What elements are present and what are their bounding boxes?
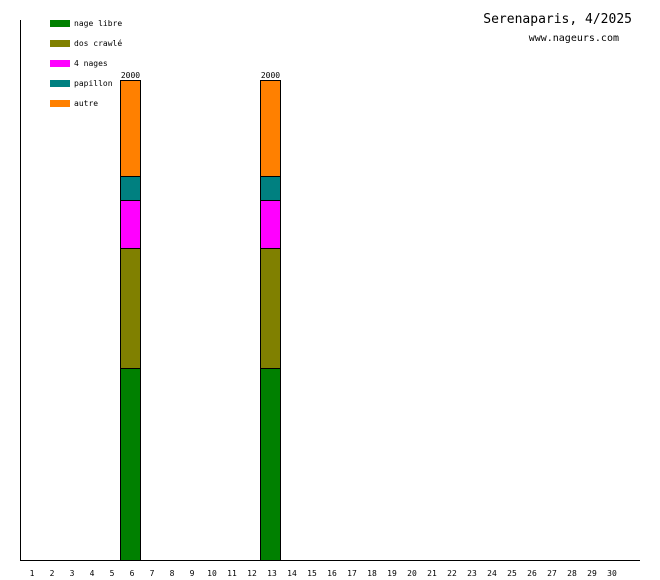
bar-segment-4-nages <box>260 200 281 249</box>
bar-segment-autre <box>120 80 141 177</box>
x-tick-label: 6 <box>130 569 135 578</box>
x-tick-label: 9 <box>190 569 195 578</box>
x-tick-label: 15 <box>307 569 317 578</box>
bar-segment-nage-libre <box>120 368 141 561</box>
legend-swatch-4 <box>50 100 70 107</box>
chart-title: Serenaparis, 4/2025 <box>483 12 632 27</box>
bar-segment-4-nages <box>120 200 141 249</box>
x-tick-label: 13 <box>267 569 277 578</box>
legend-label-1: dos crawlé <box>74 38 122 48</box>
legend-swatch-2 <box>50 60 70 67</box>
legend-label-2: 4 nages <box>74 59 108 68</box>
legend-label-4: autre <box>74 99 98 108</box>
x-tick-label: 7 <box>150 569 155 578</box>
x-tick-label: 28 <box>567 569 577 578</box>
bar-segment-papillon <box>120 176 141 201</box>
x-tick-label: 3 <box>70 569 75 578</box>
bar-segment-nage-libre <box>260 368 281 561</box>
x-tick-label: 14 <box>287 569 297 578</box>
chart-subtitle: www.nageurs.com <box>529 33 619 44</box>
x-tick-label: 1 <box>30 569 35 578</box>
x-tick-label: 2 <box>50 569 55 578</box>
x-tick-label: 19 <box>387 569 397 578</box>
bar-total-label: 2000 <box>121 71 140 80</box>
x-tick-label: 18 <box>367 569 377 578</box>
legend-label-3: papillon <box>74 79 113 88</box>
legend-label-0: nage libre <box>74 19 122 28</box>
x-tick-label: 24 <box>487 569 497 578</box>
x-tick-label: 4 <box>90 569 95 578</box>
bar-segment-papillon <box>260 176 281 201</box>
x-tick-label: 26 <box>527 569 537 578</box>
x-tick-label: 12 <box>247 569 257 578</box>
x-tick-label: 16 <box>327 569 337 578</box>
x-tick-label: 22 <box>447 569 457 578</box>
x-tick-label: 25 <box>507 569 517 578</box>
bar-segment-dos-crawlé <box>120 248 141 369</box>
x-tick-label: 5 <box>110 569 115 578</box>
bar-segment-autre <box>260 80 281 177</box>
x-tick-label: 11 <box>227 569 237 578</box>
x-tick-label: 27 <box>547 569 557 578</box>
x-tick-label: 20 <box>407 569 417 578</box>
x-tick-label: 30 <box>607 569 617 578</box>
legend-swatch-0 <box>50 20 70 27</box>
x-tick-label: 10 <box>207 569 217 578</box>
x-tick-label: 21 <box>427 569 437 578</box>
x-tick-label: 17 <box>347 569 357 578</box>
bar-total-label: 2000 <box>261 71 280 80</box>
legend-swatch-1 <box>50 40 70 47</box>
bar-segment-dos-crawlé <box>260 248 281 369</box>
x-tick-label: 8 <box>170 569 175 578</box>
x-tick-label: 29 <box>587 569 597 578</box>
x-tick-label: 23 <box>467 569 477 578</box>
legend-swatch-3 <box>50 80 70 87</box>
